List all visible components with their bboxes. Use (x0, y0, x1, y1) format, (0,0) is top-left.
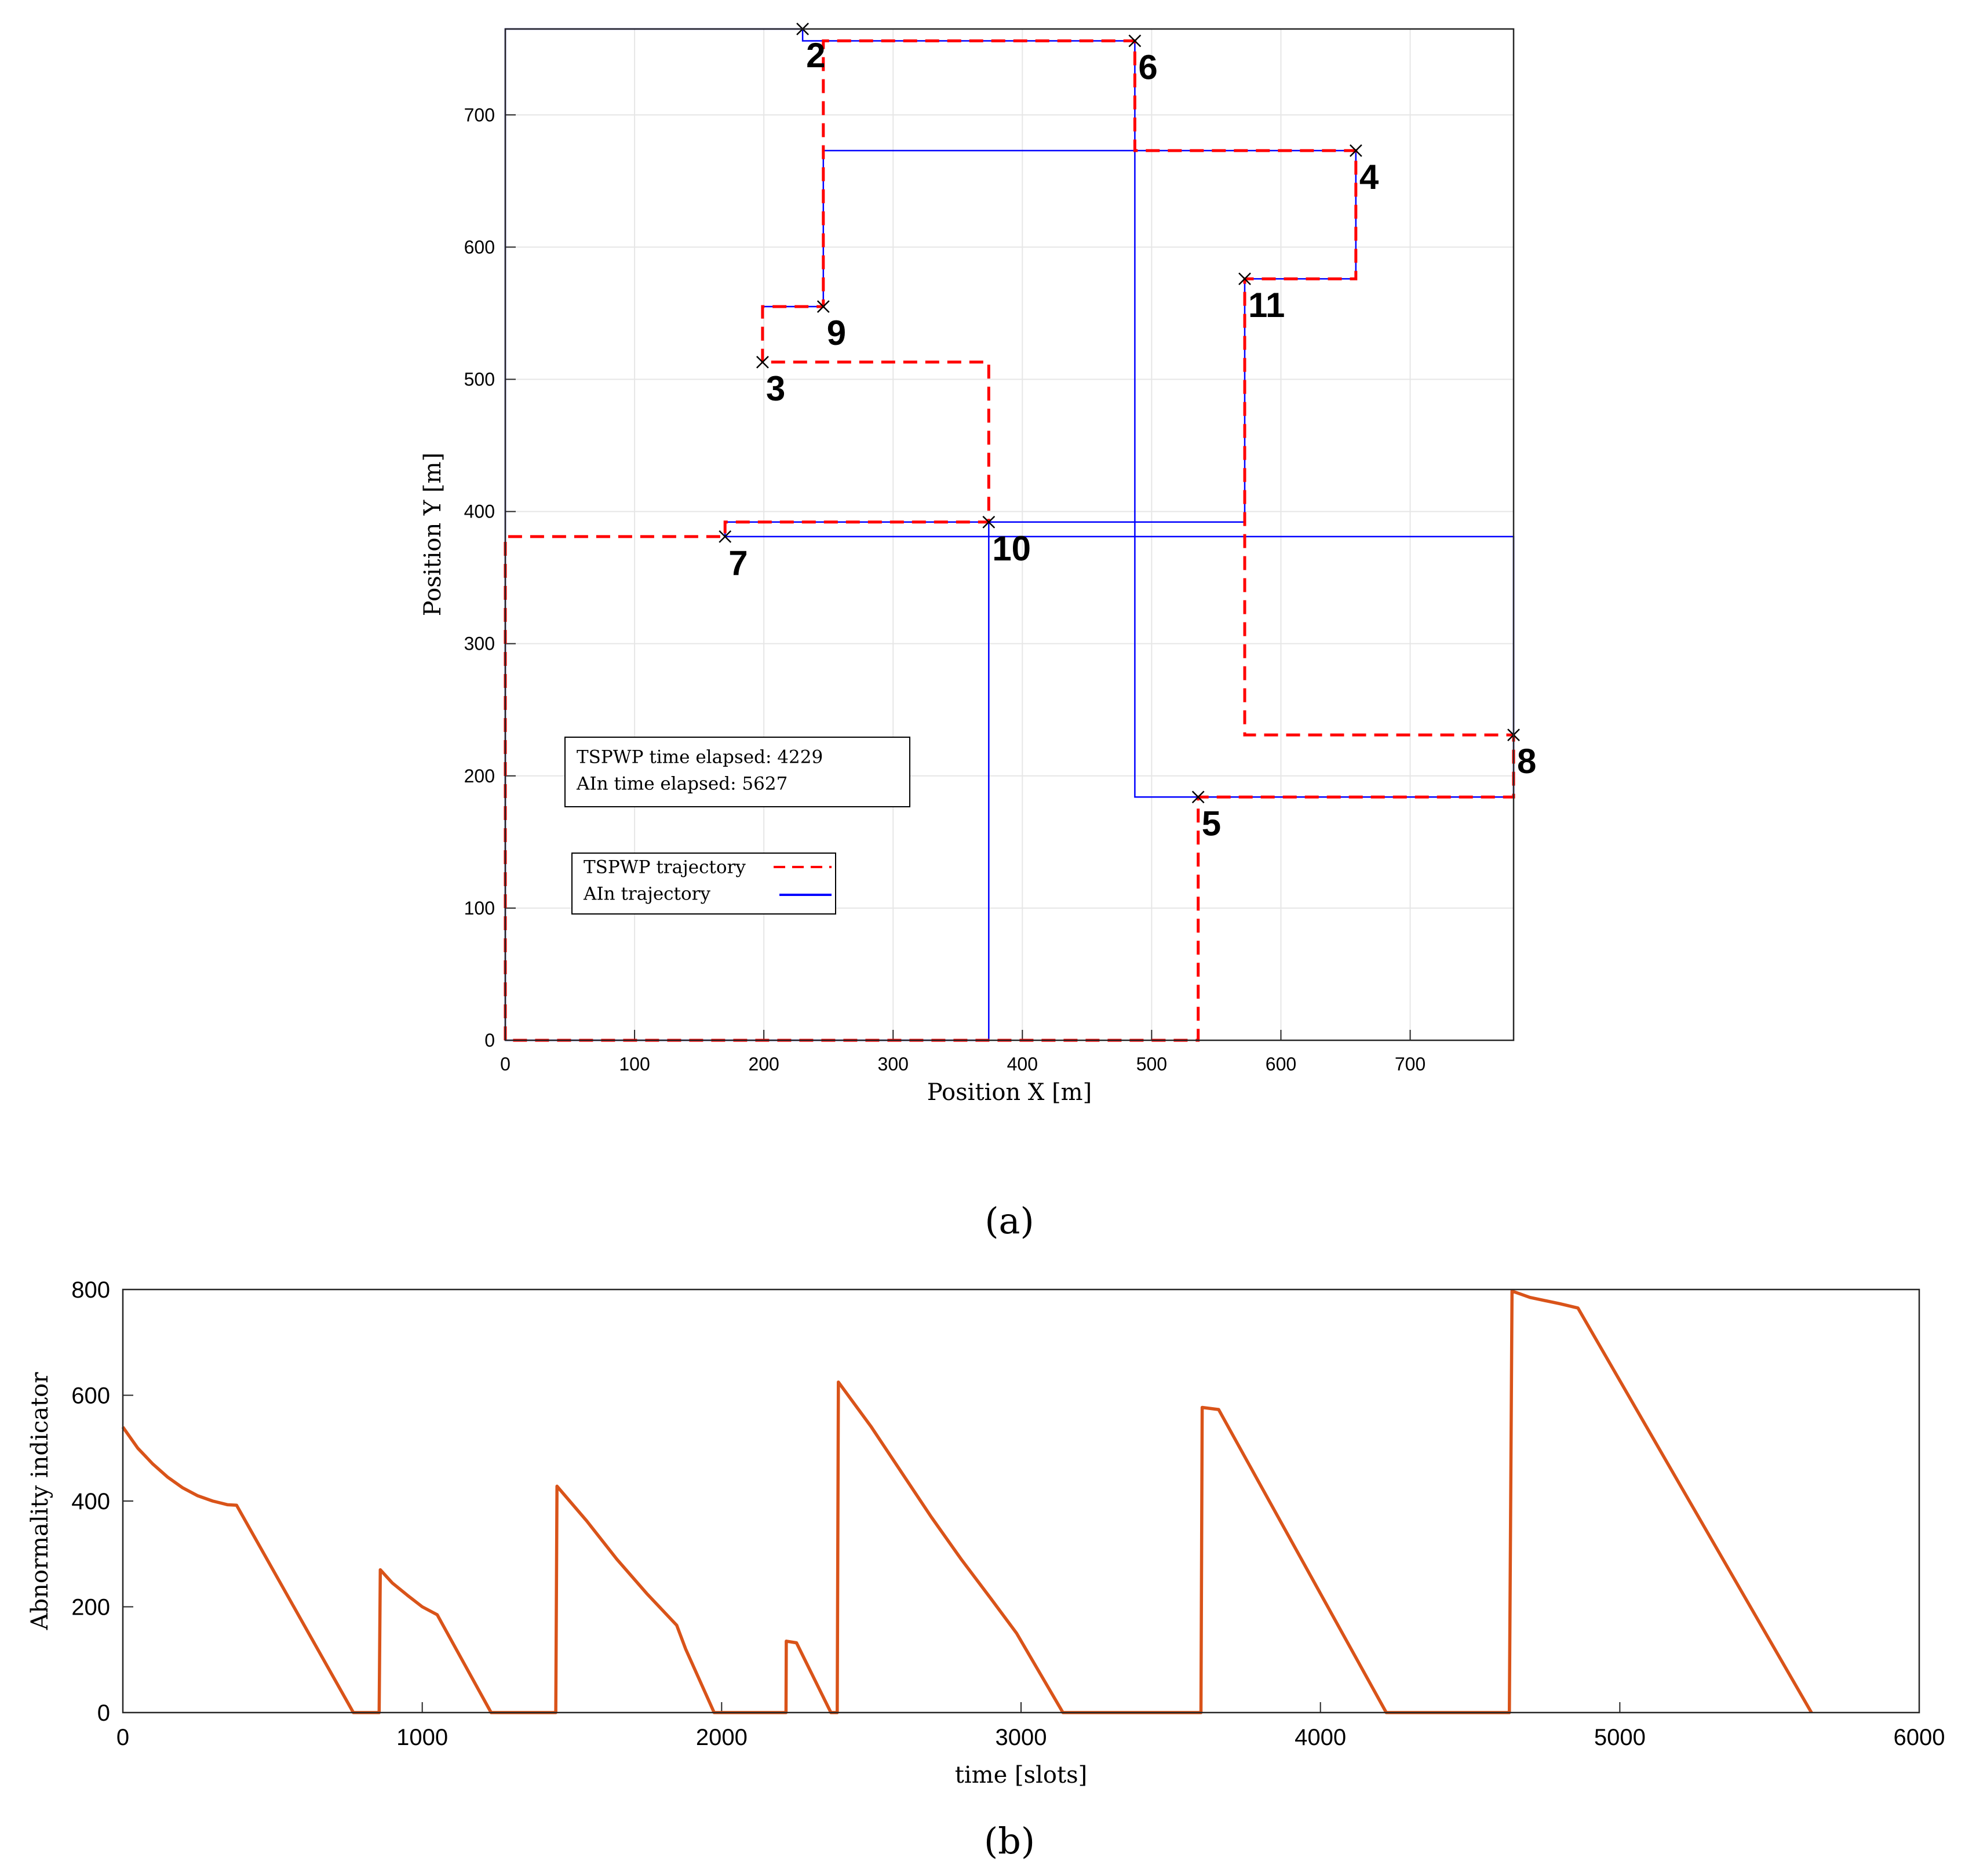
waypoint-label-5: 5 (1202, 804, 1221, 843)
plot-b-ytick-label: 0 (97, 1700, 110, 1726)
waypoint-label-3: 3 (766, 369, 785, 408)
plot-a-xtick-label: 700 (1395, 1054, 1426, 1074)
plot-b-xtick-label: 0 (116, 1725, 129, 1750)
waypoint-10: 10 (982, 515, 1031, 568)
plot-b-frame (122, 1288, 1920, 1714)
plot-b-axes: 0 1000 2000 3000 4000 5000 6000 0 200 400 600 800 (71, 1277, 1945, 1750)
subplot-label-a: (a) (985, 1200, 1034, 1242)
plot-a-ytick-label: 700 (464, 104, 495, 125)
plot-a-ytick-label: 0 (484, 1030, 495, 1051)
plot-b-xtick-label: 4000 (1295, 1725, 1346, 1750)
trajectory-plot: 0 100 200 300 400 500 600 700 0 100 200 300 400 500 60… (420, 23, 1536, 1242)
plot-b-ytick-label: 800 (71, 1277, 110, 1303)
waypoint-3: 3 (756, 355, 785, 408)
waypoint-label-6: 6 (1138, 48, 1157, 87)
plot-a-xtick-label: 500 (1136, 1054, 1167, 1074)
waypoint-label-9: 9 (827, 314, 846, 352)
plot-b-xtick-label: 5000 (1594, 1725, 1646, 1750)
waypoint-label-2: 2 (806, 36, 825, 75)
plot-b-xtick-label: 6000 (1894, 1725, 1945, 1750)
plot-a-ytick-label: 500 (464, 369, 495, 389)
plot-a-xtick-label: 0 (500, 1054, 511, 1074)
plot-b-xtick-label: 1000 (396, 1725, 448, 1750)
plot-a-xlabel: Position X [m] (927, 1079, 1092, 1106)
waypoint-label-7: 7 (728, 544, 748, 582)
legend-box (571, 853, 836, 915)
waypoint-marker-b (1128, 34, 1142, 48)
legend-entry-ain: AIn trajectory (583, 884, 710, 905)
plot-a-ytick-label: 200 (464, 766, 495, 786)
abnormality-plot: 0 1000 2000 3000 4000 5000 6000 0 200 400 600 800 t… (27, 1277, 1945, 1862)
waypoint-marker-b (1191, 791, 1205, 804)
time-elapsed-annotation: TSPWP time elapsed: 4229 AIn time elapse… (564, 737, 910, 807)
waypoint-label-4: 4 (1359, 158, 1379, 196)
plot-a-ytick-label: 100 (464, 898, 495, 919)
annotation-line-2: AIn time elapsed: 5627 (576, 774, 788, 795)
plot-b-ylabel: Abnormality indicator (27, 1372, 53, 1631)
waypoint-marker-b (1349, 144, 1362, 157)
annotation-box (564, 737, 910, 807)
plot-a-axes: 0 100 200 300 400 500 600 700 0 100 200 300 400 500 60… (464, 104, 1426, 1074)
waypoint-8: 8 (1507, 728, 1536, 781)
annotation-line-1: TSPWP time elapsed: 4229 (577, 747, 823, 768)
plot-a-xtick-label: 300 (878, 1054, 909, 1074)
plot-b-ytick-label: 600 (71, 1383, 110, 1409)
plot-a-ytick-label: 300 (464, 633, 495, 654)
waypoint-9: 9 (816, 300, 846, 352)
waypoint-marker-b (982, 515, 996, 529)
plot-a-xtick-label: 100 (619, 1054, 650, 1074)
plot-a-legend: TSPWP trajectory AIn trajectory (571, 853, 836, 915)
waypoint-label-10: 10 (992, 529, 1031, 568)
plot-b-xlabel: time [slots] (955, 1762, 1087, 1788)
plot-a-frame (504, 28, 1515, 1041)
plot-b-background (123, 1289, 1919, 1713)
plot-a-xtick-label: 200 (748, 1054, 779, 1074)
waypoint-11: 11 (1238, 272, 1285, 325)
plot-a-xtick-label: 600 (1266, 1054, 1296, 1074)
waypoint-marker-b (816, 300, 830, 313)
waypoint-2: 2 (796, 23, 825, 75)
waypoint-marker-b (719, 530, 732, 543)
plot-a-ylabel: Position Y [m] (420, 453, 446, 616)
subplot-label-b: (b) (984, 1820, 1035, 1862)
waypoint-6: 6 (1128, 34, 1158, 87)
plot-a-waypoints: 2 6 4 11 9 3 10 7 8 5 (719, 23, 1536, 843)
plot-a-ytick-label: 600 (464, 236, 495, 257)
plot-b-xtick-label: 2000 (696, 1725, 748, 1750)
waypoint-label-11: 11 (1248, 286, 1285, 325)
waypoint-4: 4 (1349, 144, 1379, 196)
waypoint-5: 5 (1191, 791, 1221, 843)
plot-b-ytick-label: 200 (71, 1595, 110, 1620)
plot-a-ytick-label: 400 (464, 501, 495, 522)
legend-entry-tspwp: TSPWP trajectory (584, 857, 746, 878)
plot-b-ytick-label: 400 (71, 1489, 110, 1514)
plot-a-xtick-label: 400 (1007, 1054, 1038, 1074)
waypoint-marker-b (756, 355, 769, 369)
plot-b-xtick-label: 3000 (996, 1725, 1047, 1750)
waypoint-7: 7 (719, 530, 748, 582)
waypoint-label-8: 8 (1517, 742, 1536, 781)
waypoint-marker-b (1238, 272, 1251, 286)
